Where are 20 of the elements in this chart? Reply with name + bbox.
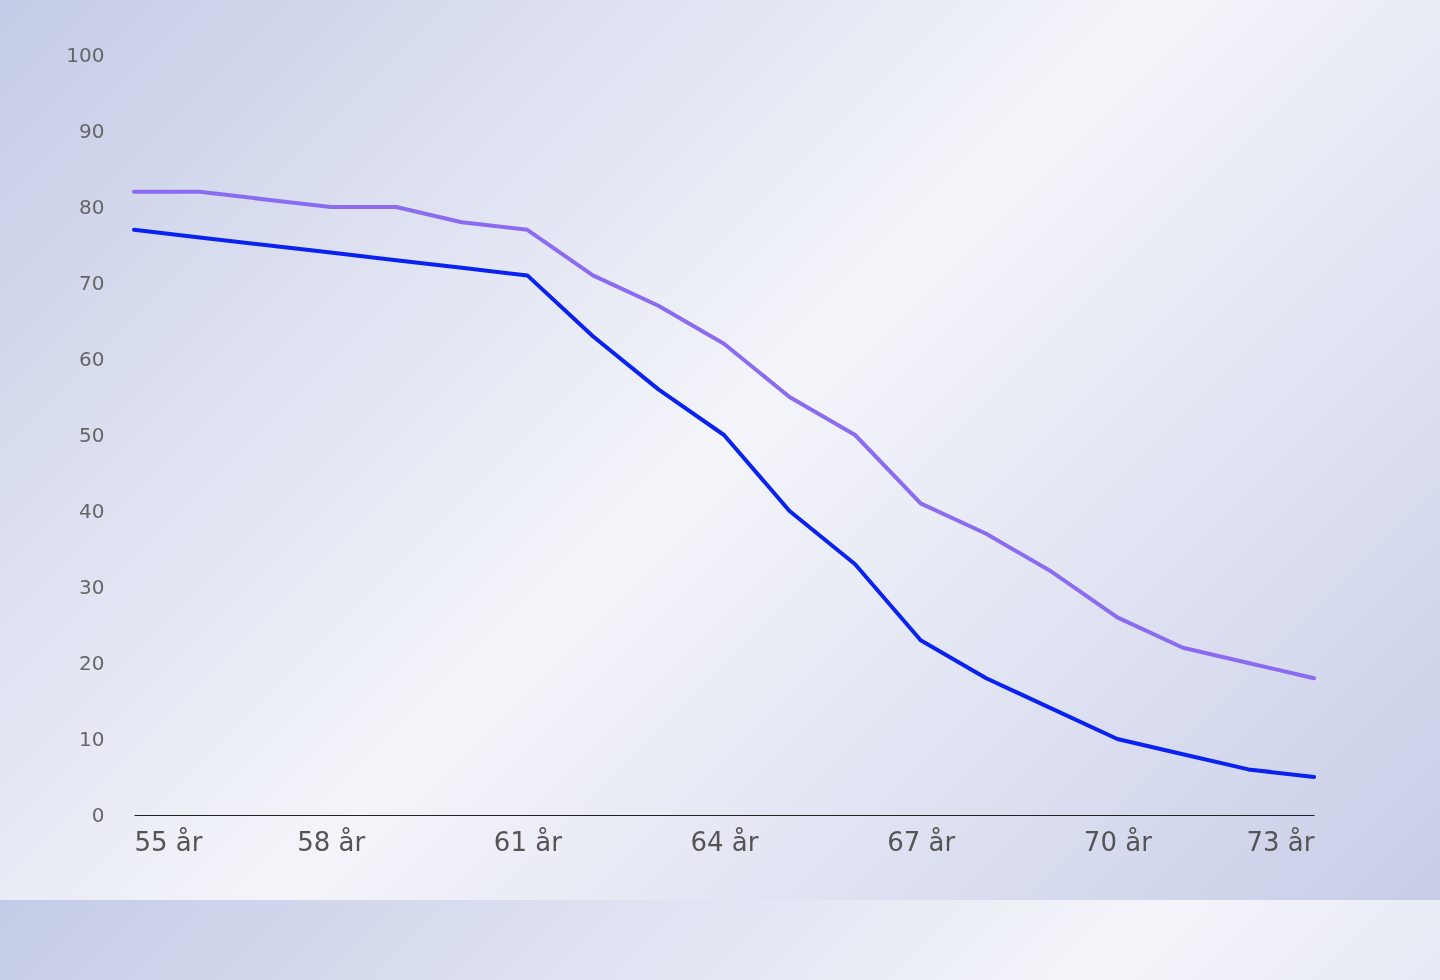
x-tick-label: 73 år [1246, 826, 1315, 857]
x-tick-label: 61 år [493, 826, 563, 857]
y-tick-label: 100 [66, 42, 105, 67]
y-tick-label: 50 [79, 422, 105, 447]
x-tick-label: 70 år [1083, 826, 1153, 857]
y-tick-label: 30 [79, 574, 105, 599]
y-tick-label: 90 [79, 118, 105, 143]
line-series [132, 189, 1316, 681]
y-tick-label: 40 [79, 498, 105, 523]
y-tick-label: 70 [79, 270, 105, 295]
y-tick-label: 80 [79, 194, 105, 219]
y-tick-label: 10 [79, 726, 105, 751]
y-tick-label: 20 [79, 650, 105, 675]
x-tick-label: 64 år [690, 826, 759, 857]
y-tick-label: 0 [91, 802, 105, 827]
x-tick-label: 58 år [297, 826, 366, 857]
x-tick-label: 55 år [134, 826, 203, 857]
x-tick-label: 67 år [887, 826, 956, 857]
line-series [132, 227, 1316, 779]
y-tick-label: 60 [79, 346, 105, 371]
